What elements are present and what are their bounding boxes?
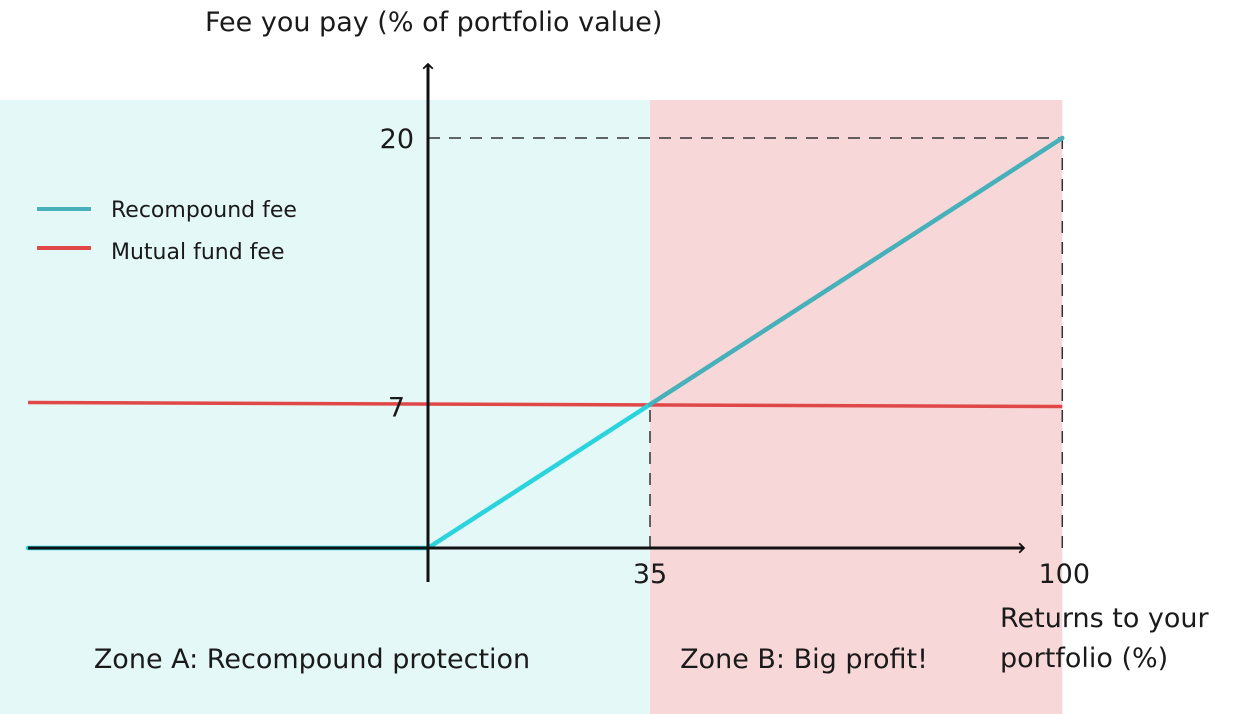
y-axis-title: Fee you pay (% of portfolio value) — [205, 7, 662, 38]
zone-a-label: Zone A: Recompound protection — [94, 644, 530, 675]
recompound-fee-line-segment-2 — [425, 402, 653, 551]
y-tick-label-20: 20 — [380, 124, 414, 155]
y-tick-label-7: 7 — [388, 393, 405, 424]
zone-a-background — [0, 100, 650, 714]
mutual-fund-fee-line — [27, 400, 1063, 409]
x-axis-title-line-1: Returns to your — [1000, 603, 1210, 634]
legend-label-recompound: Recompound fee — [111, 198, 297, 223]
x-tick-label-100: 100 — [1039, 559, 1091, 590]
x-axis-title-line-2: portfolio (%) — [1000, 643, 1168, 674]
x-tick-label-35: 35 — [633, 559, 667, 590]
legend-label-mutual: Mutual fund fee — [111, 240, 285, 265]
zone-b-label: Zone B: Big profit! — [680, 644, 928, 675]
recompound-fee-line-segment-3 — [647, 135, 1065, 407]
